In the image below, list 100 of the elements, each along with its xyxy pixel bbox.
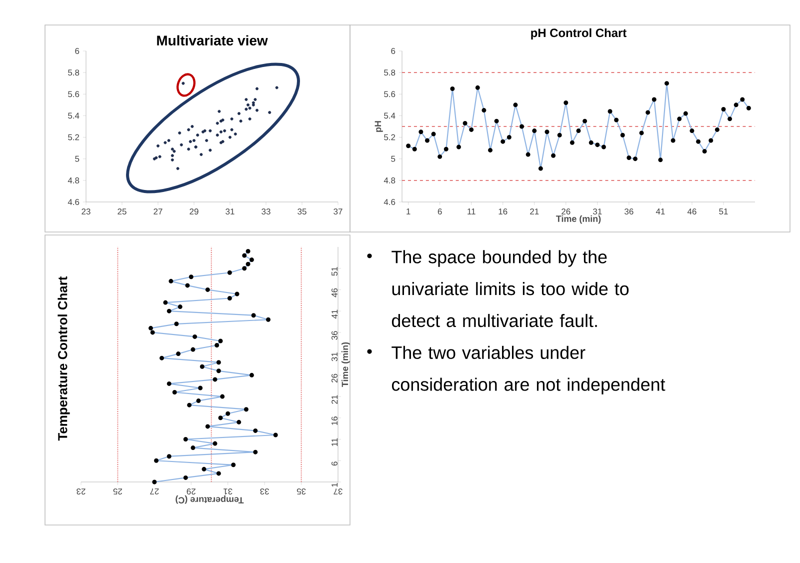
chart-title: Multivariate view — [157, 35, 268, 46]
x-tick-label: 36 — [624, 208, 634, 214]
point — [275, 86, 278, 90]
point — [170, 148, 174, 151]
point — [220, 141, 223, 144]
y-tick-label: 4.8 — [68, 177, 80, 184]
y-tick-label: 11 — [332, 438, 338, 446]
point — [180, 143, 183, 146]
y-tick-label: 46 — [332, 288, 338, 298]
y-tick-label: 5.2 — [384, 134, 396, 140]
point — [196, 134, 200, 137]
x-tick-label: 46 — [687, 208, 696, 214]
point — [187, 148, 190, 151]
x-tick-label: 33 — [260, 488, 269, 494]
x-tick-label: 25 — [118, 208, 126, 214]
y-tick-label: 5.6 — [384, 91, 396, 98]
point — [208, 148, 212, 152]
y-tick-label: 6 — [75, 48, 80, 54]
point — [176, 167, 180, 170]
x-axis-title: Time (min) — [556, 215, 601, 224]
y-tick-label: 4.8 — [384, 177, 396, 184]
y-tick-label: 5 — [75, 156, 80, 162]
point — [156, 144, 160, 148]
x-tick-label: 31 — [224, 488, 232, 494]
y-tick-label: 5.4 — [384, 112, 396, 119]
y-axis-title: Time (min) — [342, 342, 350, 387]
point — [178, 131, 182, 134]
x-tick-label: 35 — [296, 488, 306, 494]
point — [167, 139, 170, 142]
text: The space bounded by the univariate limits is too wide to detect a multivariate fault. — [392, 250, 629, 328]
y-tick-label: 51 — [332, 267, 338, 276]
point — [246, 103, 250, 106]
point — [170, 154, 174, 158]
point — [244, 108, 248, 111]
point — [152, 157, 156, 160]
x-tick-label: 1 — [406, 208, 410, 214]
y-tick-label: 31 — [332, 352, 338, 362]
point — [248, 117, 252, 120]
y-tick-label: 16 — [332, 416, 338, 425]
x-tick-label: 51 — [719, 208, 728, 214]
point — [218, 110, 221, 113]
y-tick-label: 5.8 — [68, 70, 80, 76]
point — [220, 130, 223, 134]
point — [248, 106, 252, 110]
point — [252, 101, 255, 104]
x-tick-label: 41 — [656, 208, 665, 214]
x-tick-label: 31 — [226, 208, 234, 214]
x-tick-label: 23 — [76, 488, 86, 494]
x-tick-label: 37 — [334, 208, 342, 214]
x-tick-label: 23 — [82, 208, 90, 214]
point — [238, 112, 241, 116]
chart-title: pH Control Chart — [531, 28, 626, 40]
point — [188, 140, 192, 144]
y-tick-label: 21 — [332, 395, 338, 404]
point — [230, 117, 234, 120]
point — [164, 141, 167, 144]
point — [254, 98, 257, 102]
y-tick-label: 4.6 — [384, 198, 396, 205]
point — [223, 129, 226, 132]
x-tick-label: 31 — [593, 208, 602, 214]
y-tick-label: 26 — [332, 374, 338, 382]
point — [256, 87, 259, 90]
text: Temperature Control Chart — [58, 276, 70, 441]
point — [170, 158, 174, 162]
point — [187, 128, 190, 132]
point — [205, 139, 208, 142]
point — [158, 155, 162, 158]
point — [172, 150, 176, 153]
y-tick-label: 4.6 — [68, 198, 80, 205]
x-tick-label: 25 — [113, 488, 122, 494]
x-tick-label: 33 — [262, 208, 270, 214]
x-tick-label: 21 — [530, 208, 539, 214]
y-tick-label: 6 — [391, 48, 396, 54]
point — [216, 122, 219, 125]
y-tick-label: 5.2 — [68, 134, 80, 140]
y-tick-label: 5.4 — [68, 112, 80, 119]
point — [239, 120, 242, 123]
point — [234, 132, 237, 136]
point — [182, 82, 185, 85]
x-tick-label: 29 — [186, 488, 196, 494]
x-tick-label: 16 — [498, 208, 508, 214]
y-tick-label: 5.8 — [384, 70, 396, 76]
point — [244, 98, 248, 102]
point — [230, 128, 234, 132]
y-tick-label: 1 — [332, 483, 338, 487]
y-tick-label: 5.6 — [68, 91, 80, 98]
point — [192, 139, 196, 142]
y-tick-label: 6 — [332, 462, 338, 466]
x-tick-label: 6 — [438, 208, 442, 214]
x-tick-label: 26 — [562, 208, 570, 214]
x-tick-label: 27 — [154, 208, 162, 214]
point — [190, 124, 194, 128]
x-tick-label: 37 — [334, 488, 342, 494]
x-tick-label: 35 — [298, 208, 306, 214]
point — [252, 103, 255, 106]
point — [228, 136, 232, 139]
point — [268, 110, 272, 114]
x-tick-label: 29 — [190, 208, 198, 214]
x-axis-title: Temperature (C) — [176, 495, 244, 504]
y-tick-label: 41 — [332, 310, 338, 319]
